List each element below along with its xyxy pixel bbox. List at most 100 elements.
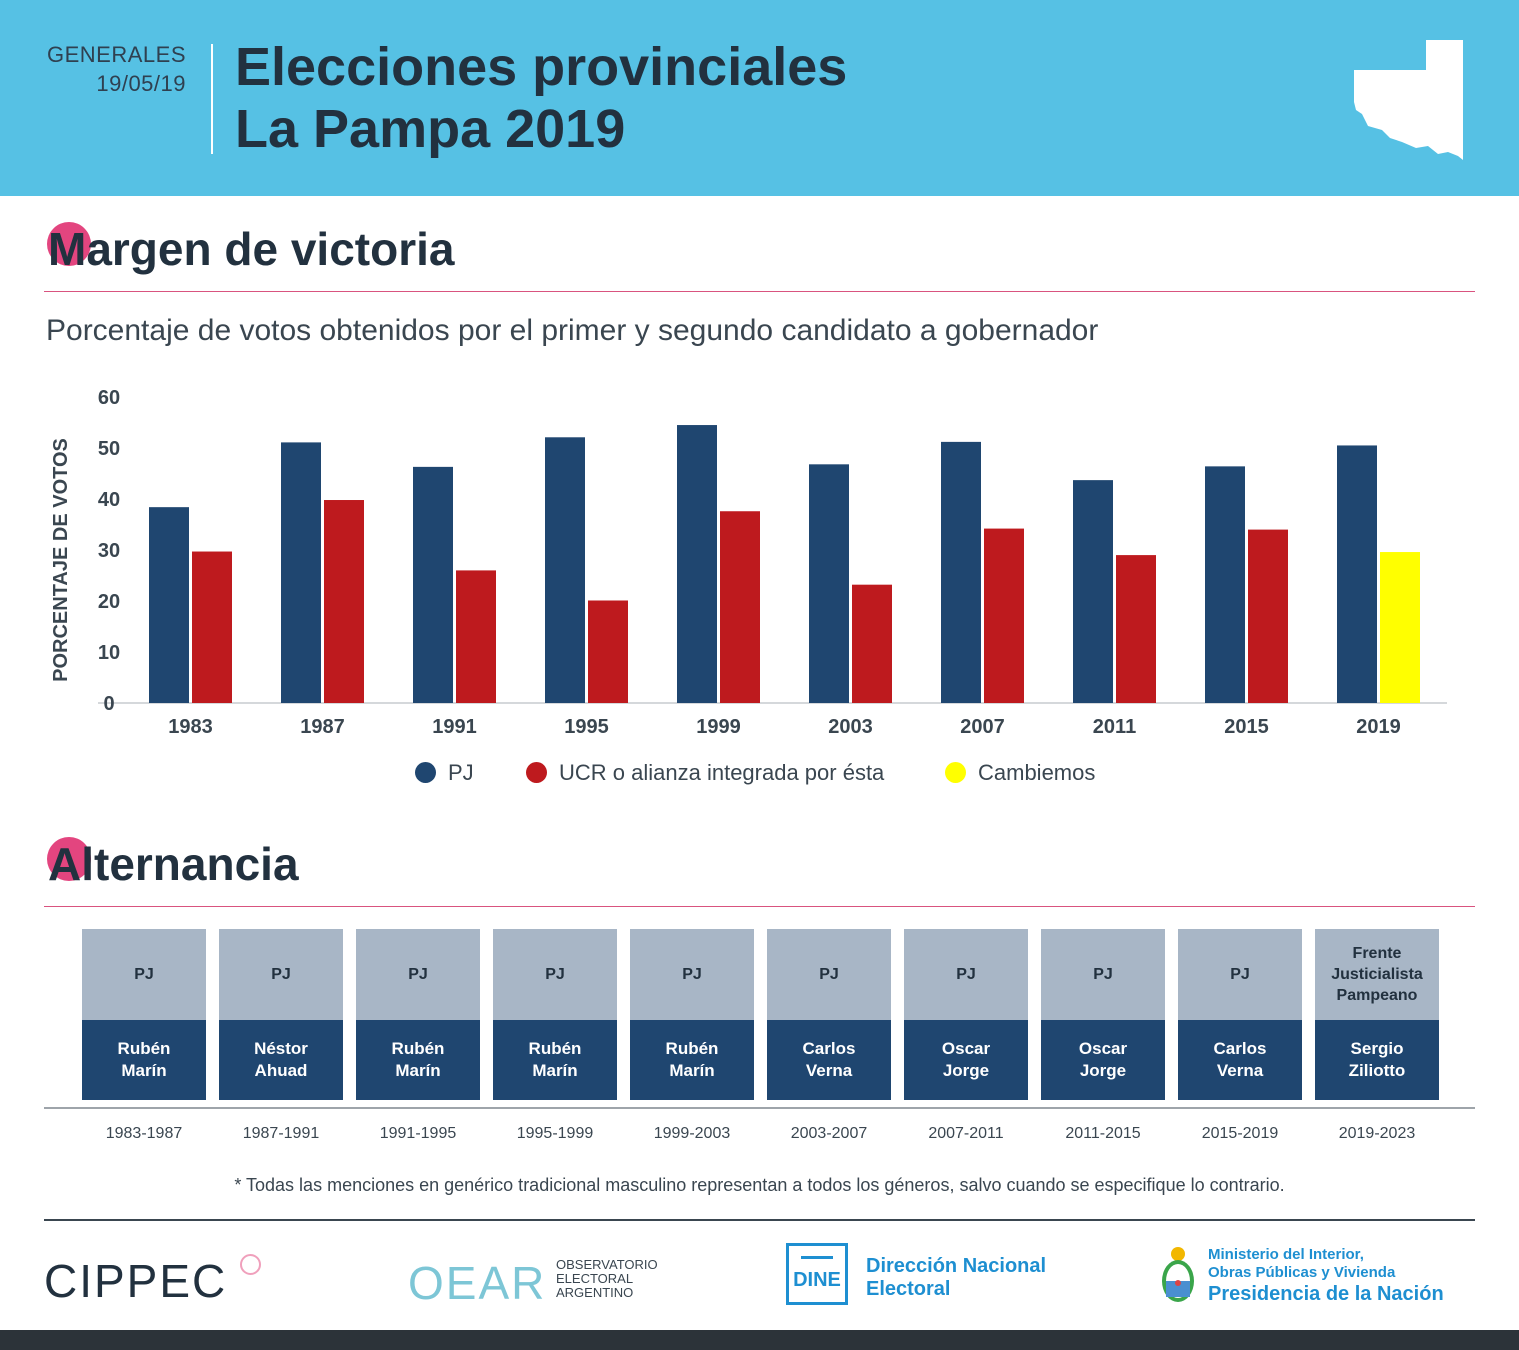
governor-name: Carlos Verna	[767, 1020, 891, 1100]
governor-period-card: PJ Rubén Marín	[82, 929, 206, 1100]
ministerio-line-1: Ministerio del Interior,	[1208, 1246, 1364, 1263]
governor-period-card: PJ Rubén Marín	[630, 929, 754, 1100]
governor-period-card: PJ Néstor Ahuad	[219, 929, 343, 1100]
dine-line-2: Electoral	[866, 1278, 951, 1300]
legend-cambiemos: Cambiemos	[978, 760, 1096, 785]
x-tick-label: 1983	[168, 716, 213, 738]
governor-name: Oscar Jorge	[1041, 1020, 1165, 1100]
oear-text: OBSERVATORIO ELECTORAL ARGENTINO	[556, 1258, 696, 1300]
period-label: 1987-1991	[242, 1125, 320, 1142]
period-label: 2007-2011	[928, 1125, 1004, 1142]
bar-1983-ucr	[192, 551, 232, 703]
election-type: GENERALES	[47, 42, 186, 67]
bar-1983-pj	[149, 507, 189, 703]
bar-1999-pj	[677, 425, 717, 703]
bar-2003-ucr	[852, 584, 892, 703]
bar-2007-pj	[941, 441, 981, 703]
legend-ucr: UCR o alianza integrada por ésta	[559, 760, 885, 785]
y-tick-label: 20	[98, 591, 120, 613]
dine-badge-bar	[801, 1256, 833, 1259]
timeline-axis	[44, 1107, 1475, 1109]
party-label: PJ	[219, 929, 343, 1020]
period-label: 2003-2007	[790, 1125, 868, 1142]
oear-logo: OEAR OBSERVATORIO ELECTORAL ARGENTINO	[408, 1256, 658, 1310]
x-tick-label: 1995	[564, 716, 609, 738]
chart-subtitle: Porcentaje de votos obtenidos por el pri…	[46, 314, 1099, 347]
chart-legend-cambiemos: Cambiemos	[945, 760, 1095, 786]
section-title-alternancia: Alternancia	[48, 838, 299, 890]
governor-name: Rubén Marín	[493, 1020, 617, 1100]
party-label: PJ	[1178, 929, 1302, 1020]
cippec-logo: CIPPEC	[44, 1254, 261, 1308]
party-label: PJ	[767, 929, 891, 1020]
dine-badge-text: DINE	[793, 1269, 841, 1291]
bottom-bar	[0, 1330, 1519, 1350]
ministerio-line-3: Presidencia de la Nación	[1208, 1283, 1444, 1305]
y-tick-label: 40	[98, 489, 120, 511]
section-title-margin: Margen de victoria	[48, 223, 455, 275]
period-label: 1991-1995	[379, 1125, 457, 1142]
bar-1999-ucr	[720, 511, 760, 703]
ministerio-line-2: Obras Públicas y Vivienda	[1208, 1264, 1396, 1281]
ministerio-logo: Ministerio del Interior, Obras Públicas …	[1158, 1245, 1444, 1312]
cippec-badge-icon	[240, 1254, 261, 1275]
period-label: 1999-2003	[653, 1125, 731, 1142]
party-label: PJ	[1041, 929, 1165, 1020]
governor-name: Sergio Ziliotto	[1315, 1020, 1439, 1100]
cippec-wordmark: CIPPEC	[44, 1255, 228, 1307]
legend-pj: PJ	[448, 760, 474, 785]
bar-1995-pj	[545, 437, 585, 703]
y-tick-label: 0	[103, 693, 114, 715]
party-label: PJ	[630, 929, 754, 1020]
bar-2007-ucr	[984, 528, 1024, 703]
national-coat-of-arms-icon	[1162, 1247, 1194, 1302]
dine-line-1: Dirección Nacional	[866, 1255, 1047, 1277]
header-divider	[211, 44, 213, 154]
oear-line-3: ARGENTINO	[556, 1285, 634, 1300]
title-line-1: Elecciones provinciales	[235, 37, 848, 97]
bar-2015-ucr	[1248, 529, 1288, 703]
dine-badge: DINE	[786, 1243, 848, 1305]
governor-period-card: PJ Carlos Verna	[1178, 929, 1302, 1100]
governor-period-card: PJ Rubén Marín	[493, 929, 617, 1100]
legend-pj-marker	[415, 762, 436, 783]
chart-legend: PJ	[415, 760, 474, 786]
party-label: PJ	[82, 929, 206, 1020]
la-pampa-map-icon	[1354, 40, 1463, 160]
governor-name: Rubén Marín	[630, 1020, 754, 1100]
y-tick-label: 30	[98, 540, 120, 562]
party-label: PJ	[904, 929, 1028, 1020]
dine-text: Dirección Nacional Electoral	[866, 1255, 1086, 1301]
governor-name: Carlos Verna	[1178, 1020, 1302, 1100]
y-tick-label: 50	[98, 438, 120, 460]
bar-1987-ucr	[324, 500, 364, 703]
bar-1991-pj	[413, 466, 453, 703]
governor-name: Oscar Jorge	[904, 1020, 1028, 1100]
title-line-2: La Pampa 2019	[235, 99, 626, 159]
oear-line-2: ELECTORAL	[556, 1271, 634, 1286]
governor-period-card: PJ Rubén Marín	[356, 929, 480, 1100]
party-label: PJ	[356, 929, 480, 1020]
governor-period-card: PJ Oscar Jorge	[1041, 929, 1165, 1100]
x-tick-label: 2007	[960, 716, 1005, 738]
period-label: 1983-1987	[105, 1125, 183, 1142]
x-tick-label: 2011	[1093, 716, 1136, 738]
ministerio-text: Ministerio del Interior, Obras Públicas …	[1208, 1246, 1488, 1307]
vote-margin-chart: 0 10 20 30 40 50 60 1983 1987 1991 1995 1999 2003 200…	[50, 387, 1447, 738]
oear-wordmark: OEAR	[408, 1257, 547, 1309]
period-label: 2019-2023	[1338, 1125, 1416, 1142]
bar-2011-pj	[1073, 480, 1113, 703]
x-tick-label: 2019	[1356, 716, 1401, 738]
election-date: 19/05/19	[96, 71, 186, 96]
y-axis-label: PORCENTAJE DE VOTOS	[50, 438, 72, 682]
section-rule	[44, 906, 1475, 907]
x-tick-label: 2015	[1224, 716, 1269, 738]
y-tick-label: 10	[98, 642, 120, 664]
chart-legend-ucr: UCR o alianza integrada por ésta	[526, 760, 884, 786]
section-bullet	[47, 222, 91, 266]
governor-period-card: Frente Justicialista Pampeano Sergio Zili…	[1315, 929, 1439, 1100]
oear-line-1: OBSERVATORIO	[556, 1257, 658, 1272]
section-rule	[44, 291, 1475, 292]
period-label: 1995-1999	[516, 1125, 594, 1142]
bar-1991-ucr	[456, 570, 496, 703]
